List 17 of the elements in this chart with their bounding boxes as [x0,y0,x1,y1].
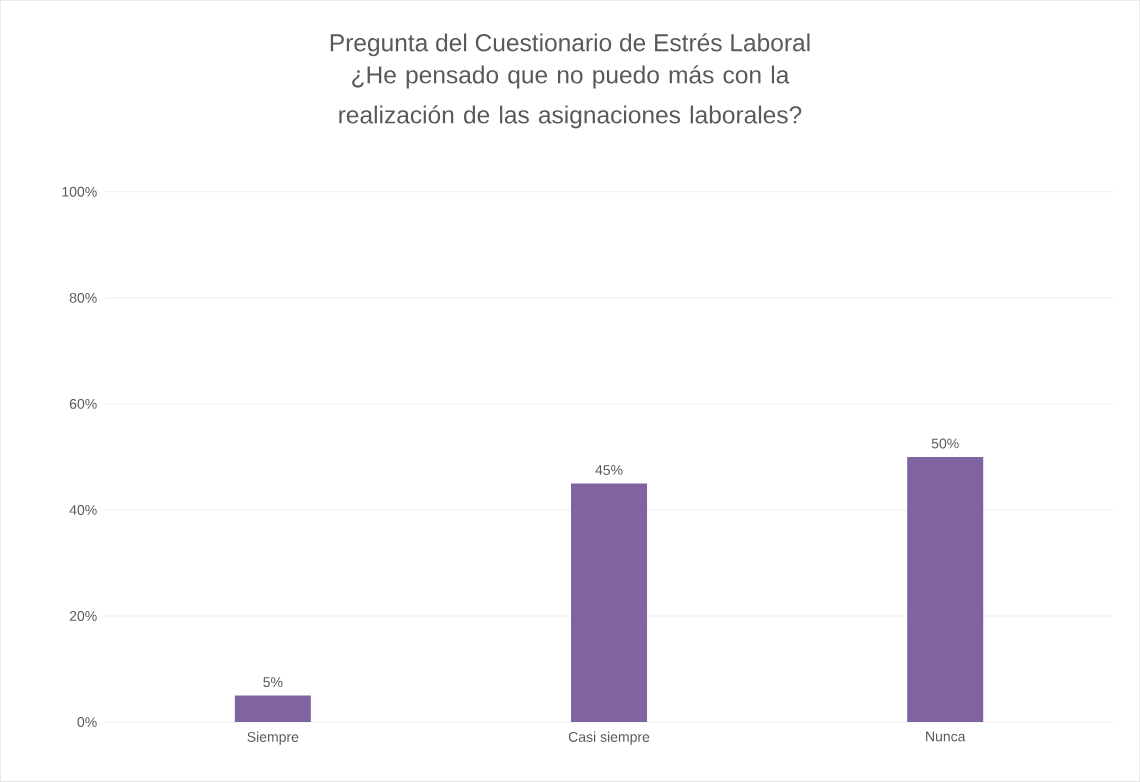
x-tick-label: Nunca [926,731,966,742]
y-tick-label: 80% [69,292,97,303]
bar [234,695,311,723]
data-label: 45% [595,465,623,476]
chart-subtitle: ¿He pensado que no puedo más con la realización de las asignaciones laborales? [339,65,802,129]
y-tick-label: 0% [77,717,97,728]
chart-title: Pregunta del Cuestionario de Estrés Laboral [330,33,810,57]
y-tick-label: 100% [62,186,97,197]
bar [907,457,984,723]
y-tick-label: 20% [69,611,97,622]
bar [571,483,648,723]
y-tick-label: 40% [69,505,97,516]
data-label: 5% [263,677,283,688]
y-tick-label: 60% [69,399,97,409]
x-tick-label: Casi siempre [568,731,650,745]
data-label: 50% [931,438,959,449]
x-tick-label: Siempre [247,731,299,745]
